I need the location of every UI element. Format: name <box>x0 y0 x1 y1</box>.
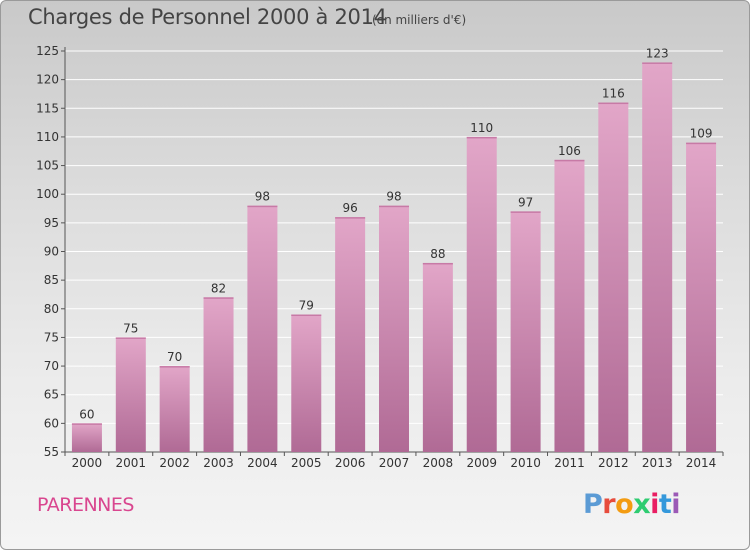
x-tick-label: 2001 <box>116 456 147 470</box>
bar-top-edge <box>422 262 453 265</box>
bar-2003[interactable] <box>203 297 234 452</box>
x-tick-label: 2008 <box>423 456 454 470</box>
x-tick-label: 2005 <box>291 456 322 470</box>
y-tick-label: 55 <box>44 445 59 459</box>
x-tick-label: 2010 <box>510 456 541 470</box>
logo-letter: t <box>658 489 672 520</box>
bar-2005[interactable] <box>291 314 322 452</box>
bar-top-edge <box>115 337 146 339</box>
bar-top-edge <box>510 211 541 213</box>
y-tick-label: 85 <box>44 273 59 287</box>
bar-2007[interactable] <box>379 205 409 452</box>
bar-2004[interactable] <box>247 205 278 452</box>
x-tick-label: 2013 <box>642 456 673 470</box>
bar-top-edge <box>554 159 585 162</box>
bar-top-edge <box>379 205 409 208</box>
x-tick-label: 2007 <box>379 456 410 470</box>
y-axis-ticks: 55 60 65 70 75 80 85 90 95 100 105 110 115 120 125 <box>36 44 65 459</box>
bar-2008[interactable] <box>422 262 453 452</box>
x-tick-label: 2004 <box>247 456 278 470</box>
bar-top-edge <box>598 102 629 105</box>
bar-top-edge <box>642 62 673 64</box>
logo-letter: r <box>602 489 616 520</box>
y-tick-label: 125 <box>36 44 59 58</box>
bar-top-edge <box>466 136 497 139</box>
x-tick-label: 2012 <box>598 456 629 470</box>
bar-top-edge <box>335 217 366 219</box>
y-tick-label: 120 <box>36 73 59 87</box>
data-label: 106 <box>558 144 581 158</box>
logo-letter: x <box>633 489 651 520</box>
bar-2012[interactable] <box>598 102 629 453</box>
bar-2011[interactable] <box>554 159 585 453</box>
logo-letter: i <box>650 489 659 520</box>
data-label: 123 <box>646 46 669 60</box>
bar-top-edge <box>159 366 190 368</box>
proxiti-logo[interactable]: Proxiti <box>583 489 681 520</box>
data-label: 75 <box>123 321 138 335</box>
data-label: 98 <box>386 190 401 204</box>
y-tick-label: 115 <box>36 101 59 115</box>
data-label: 79 <box>299 299 314 313</box>
x-tick-label: 2002 <box>159 456 190 470</box>
bars <box>71 62 717 453</box>
x-tick-label: 2011 <box>554 456 585 470</box>
data-label: 60 <box>79 407 94 421</box>
data-label: 88 <box>430 247 445 261</box>
chart-title: Charges de Personnel 2000 à 2014 <box>28 5 387 29</box>
x-tick-label: 2000 <box>72 456 103 470</box>
data-label: 109 <box>690 127 713 141</box>
y-tick-label: 65 <box>44 388 59 402</box>
data-label: 110 <box>470 121 493 135</box>
x-axis-ticks: 2000 2001 2002 2003 2004 2005 2006 2007 2008 2009… <box>64 452 724 470</box>
logo-letter: o <box>615 489 634 520</box>
bar-top-edge <box>686 142 717 145</box>
y-tick-label: 105 <box>36 159 59 173</box>
x-tick-label: 2014 <box>686 456 717 470</box>
bar-2002[interactable] <box>159 366 190 452</box>
bar-2014[interactable] <box>686 142 717 452</box>
data-label: 98 <box>255 190 270 204</box>
bar-2001[interactable] <box>115 337 146 452</box>
y-tick-label: 60 <box>44 416 59 430</box>
logo-letter: i <box>671 489 681 520</box>
x-tick-label: 2006 <box>335 456 366 470</box>
data-label: 97 <box>518 195 533 209</box>
data-labels: 60 75 70 82 98 79 96 98 88 110 97 106 116 123 109 <box>79 46 712 421</box>
bar-2000[interactable] <box>71 423 102 452</box>
bar-top-edge <box>203 297 234 299</box>
bar-2010[interactable] <box>510 211 541 452</box>
y-tick-label: 80 <box>44 302 59 316</box>
bar-2009[interactable] <box>466 136 497 452</box>
bar-top-edge <box>291 314 322 317</box>
logo-letter: P <box>583 489 603 520</box>
data-label: 116 <box>602 87 625 101</box>
y-tick-label: 70 <box>44 359 59 373</box>
y-tick-label: 90 <box>44 245 59 259</box>
bar-top-edge <box>247 205 278 208</box>
y-tick-label: 100 <box>36 187 59 201</box>
bar-top-edge <box>71 423 102 425</box>
data-label: 82 <box>211 281 226 295</box>
y-tick-label: 75 <box>44 330 59 344</box>
chart-subtitle: (en milliers d'€) <box>372 13 467 27</box>
bar-2013[interactable] <box>642 62 673 452</box>
y-tick-label: 95 <box>44 216 59 230</box>
commune-name: PARENNES <box>37 494 134 516</box>
x-tick-label: 2003 <box>203 456 234 470</box>
bar-2006[interactable] <box>335 217 366 452</box>
data-label: 96 <box>342 201 357 215</box>
x-tick-label: 2009 <box>466 456 497 470</box>
data-label: 70 <box>167 350 182 364</box>
y-tick-label: 110 <box>36 130 59 144</box>
